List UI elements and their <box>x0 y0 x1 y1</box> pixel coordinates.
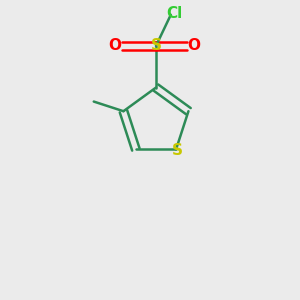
Text: S: S <box>150 38 161 53</box>
Text: O: O <box>187 38 200 53</box>
Text: Cl: Cl <box>166 6 182 21</box>
Text: O: O <box>109 38 122 53</box>
Text: S: S <box>172 143 183 158</box>
